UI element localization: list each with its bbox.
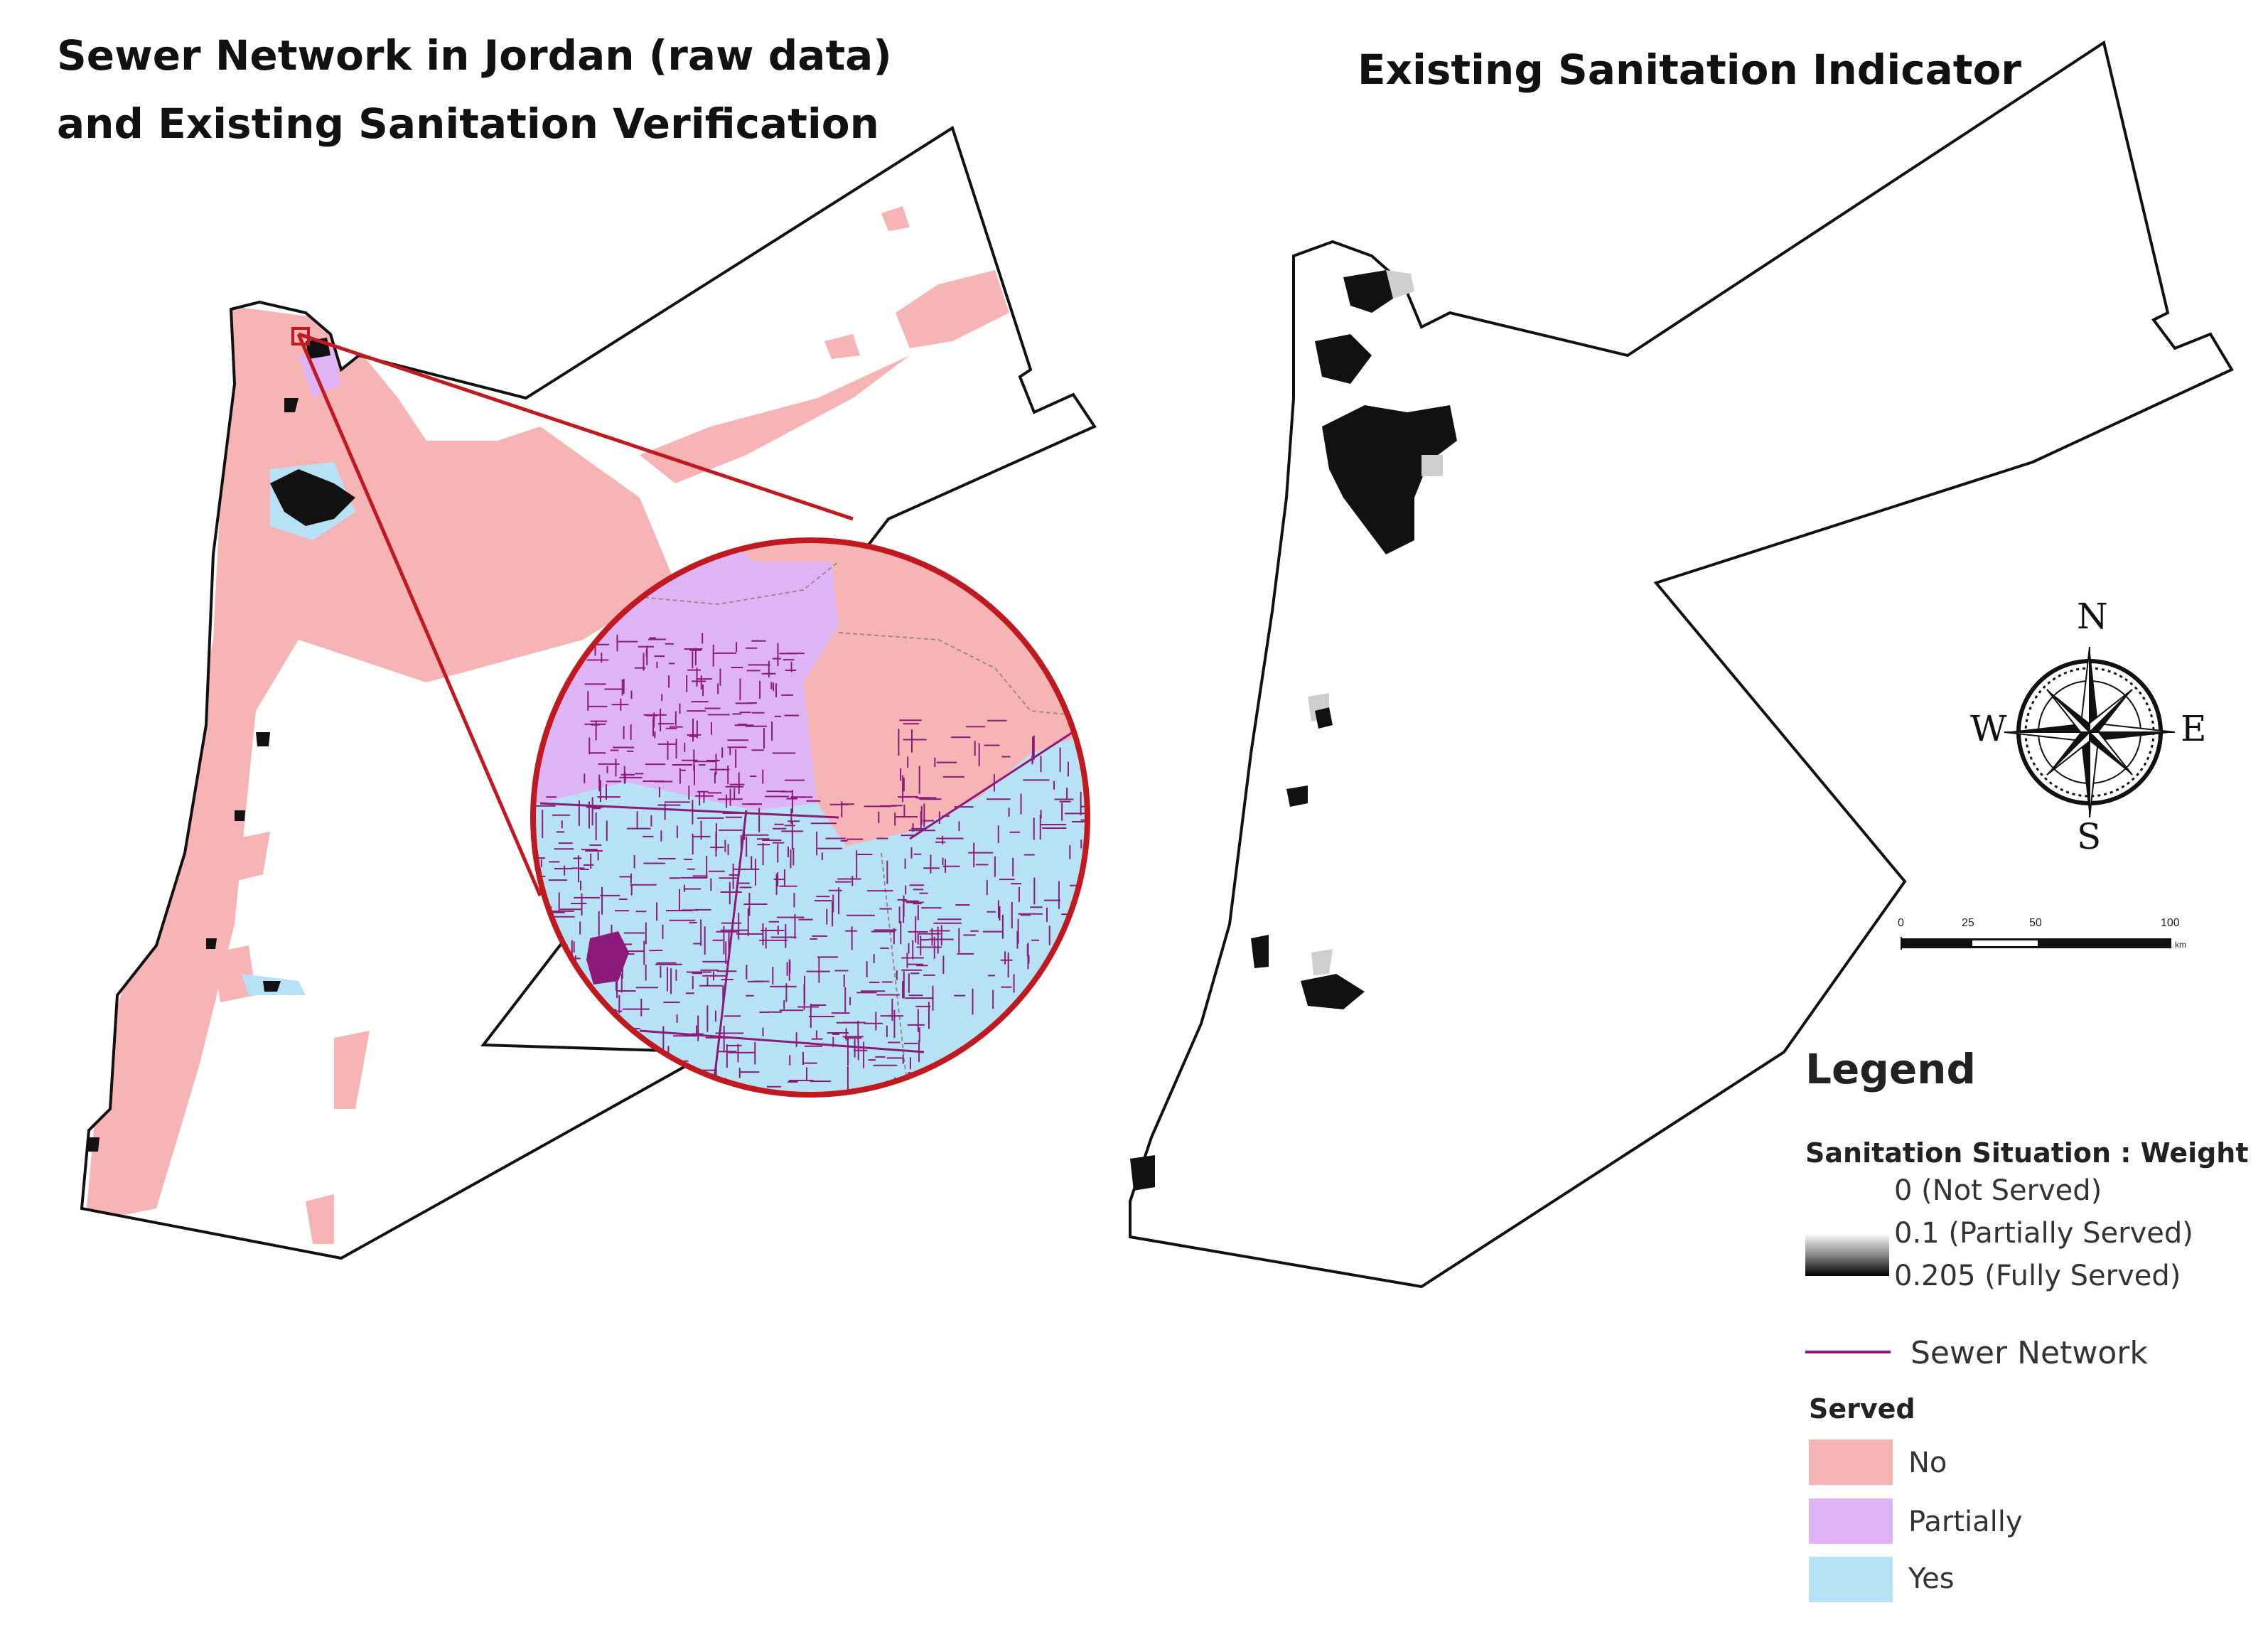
zoom-connector-top (298, 332, 854, 521)
legend-served-partially-label: Partially (1908, 1506, 2023, 1538)
zoom-circle-border (530, 537, 1090, 1098)
legend-gradient-swatch (1805, 1233, 1889, 1276)
legend-sanitation-heading: Sanitation Situation : Weight (1805, 1137, 2249, 1169)
legend-served-yes-label: Yes (1908, 1562, 1955, 1595)
left-map-title: Sewer Network in Jordan (raw data) and E… (57, 21, 910, 158)
zoom-source-box (291, 327, 310, 345)
served-area (1315, 334, 1372, 384)
scale-label-25: 25 (1962, 917, 1974, 929)
legend-gradient-label-0: 0 (Not Served) (1894, 1174, 2102, 1207)
zoom-inset (530, 537, 1090, 1098)
served-area (1301, 974, 1365, 1009)
legend-sewer-label: Sewer Network (1910, 1335, 2148, 1371)
legend-served-no-label: No (1908, 1447, 1947, 1479)
compass-east-label: E (2181, 708, 2207, 749)
served-area (1315, 707, 1333, 729)
legend-swatch-no (1809, 1439, 1893, 1485)
not-served-areas (85, 206, 1009, 1244)
legend-title: Legend (1805, 1045, 1976, 1093)
legend-gradient-label-1: 0.1 (Partially Served) (1894, 1217, 2193, 1250)
scale-unit: km (2175, 940, 2186, 950)
compass-west-label: W (1970, 708, 2007, 749)
partial-area (1421, 455, 1443, 476)
compass-north-label: N (2077, 596, 2108, 637)
north-arrow-compass-icon (2004, 646, 2176, 818)
legend-gradient-label-2: 0.205 (Fully Served) (1894, 1260, 2181, 1292)
served-area (1343, 270, 1393, 313)
compass-south-label: S (2077, 816, 2102, 857)
scale-bar (1901, 937, 2171, 950)
legend-swatch-yes (1809, 1557, 1893, 1602)
partial-area (1386, 270, 1414, 299)
scale-label-0: 0 (1898, 917, 1904, 929)
legend-swatch-partially (1809, 1498, 1893, 1544)
left-map-title-line2: and Existing Sanitation Verification (57, 100, 879, 148)
zoom-connector-bottom (296, 333, 542, 896)
scale-label-50: 50 (2029, 917, 2042, 929)
partial-area (1311, 949, 1333, 975)
right-map (1129, 40, 2234, 1289)
scale-label-100: 100 (2161, 917, 2180, 929)
right-country-boundary (1129, 40, 2234, 1289)
legend-served-heading: Served (1809, 1393, 1915, 1425)
left-map-title-line1: Sewer Network in Jordan (raw data) (57, 31, 892, 80)
right-map-title: Existing Sanitation Indicator (1358, 45, 2021, 94)
served-area (1286, 785, 1308, 807)
served-area (1251, 935, 1269, 968)
served-area (1130, 1155, 1155, 1191)
dense-sewer-area (586, 931, 629, 985)
served-area (1322, 405, 1457, 554)
left-map (80, 125, 1097, 1260)
